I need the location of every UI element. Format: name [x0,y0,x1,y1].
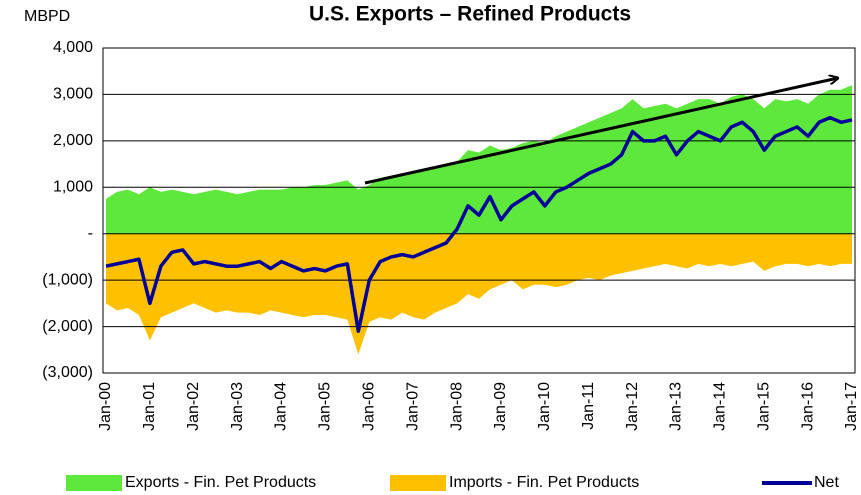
y-tick-label: 2,000 [53,132,93,149]
line [105,115,853,333]
y-tick-label: (2,000) [42,318,93,335]
trend-arrow [364,78,838,185]
y-tick-label: (1,000) [42,271,93,288]
x-tick-label: Jan-14 [712,382,729,431]
legend-label: Exports - Fin. Pet Products [125,474,316,491]
x-tick-label: Jan-07 [404,382,421,431]
legend-swatch [66,475,122,491]
plot-border [102,47,856,374]
x-tick-label: Jan-00 [97,382,114,431]
x-tick-label: Jan-06 [361,382,378,431]
legend-swatch [390,475,446,491]
y-tick-label: - [88,225,93,242]
x-tick-label: Jan-17 [843,382,860,431]
x-tick-label: Jan-05 [317,382,334,431]
x-tick-label: Jan-16 [799,382,816,431]
chart-title: U.S. Exports – Refined Products [309,3,631,26]
x-tick-label: Jan-11 [580,382,597,430]
x-tick-label: Jan-03 [229,382,246,431]
x-tick-label: Jan-13 [668,382,685,431]
y-axis-label: MBPD [24,8,70,25]
x-tick-label: Jan-04 [273,382,290,431]
legend-label: Net [814,474,839,491]
legend: Exports - Fin. Pet Products Imports - Fin… [66,474,839,491]
area [106,85,852,234]
y-tick-label: (3,000) [42,364,93,381]
x-tick-label: Jan-01 [141,382,158,431]
x-tick-label: Jan-09 [492,382,509,431]
x-tick-label: Jan-12 [624,382,641,431]
x-tick-label: Jan-15 [755,382,772,431]
y-tick-label: 4,000 [53,39,93,56]
legend-label: Imports - Fin. Pet Products [449,474,639,491]
area [106,233,852,355]
y-tick-label: 3,000 [53,86,93,103]
y-tick-label: 1,000 [53,179,93,196]
x-tick-label: Jan-08 [448,382,465,431]
x-tick-label: Jan-02 [185,382,202,431]
plot-area [102,47,856,374]
x-tick-label: Jan-10 [536,382,553,431]
